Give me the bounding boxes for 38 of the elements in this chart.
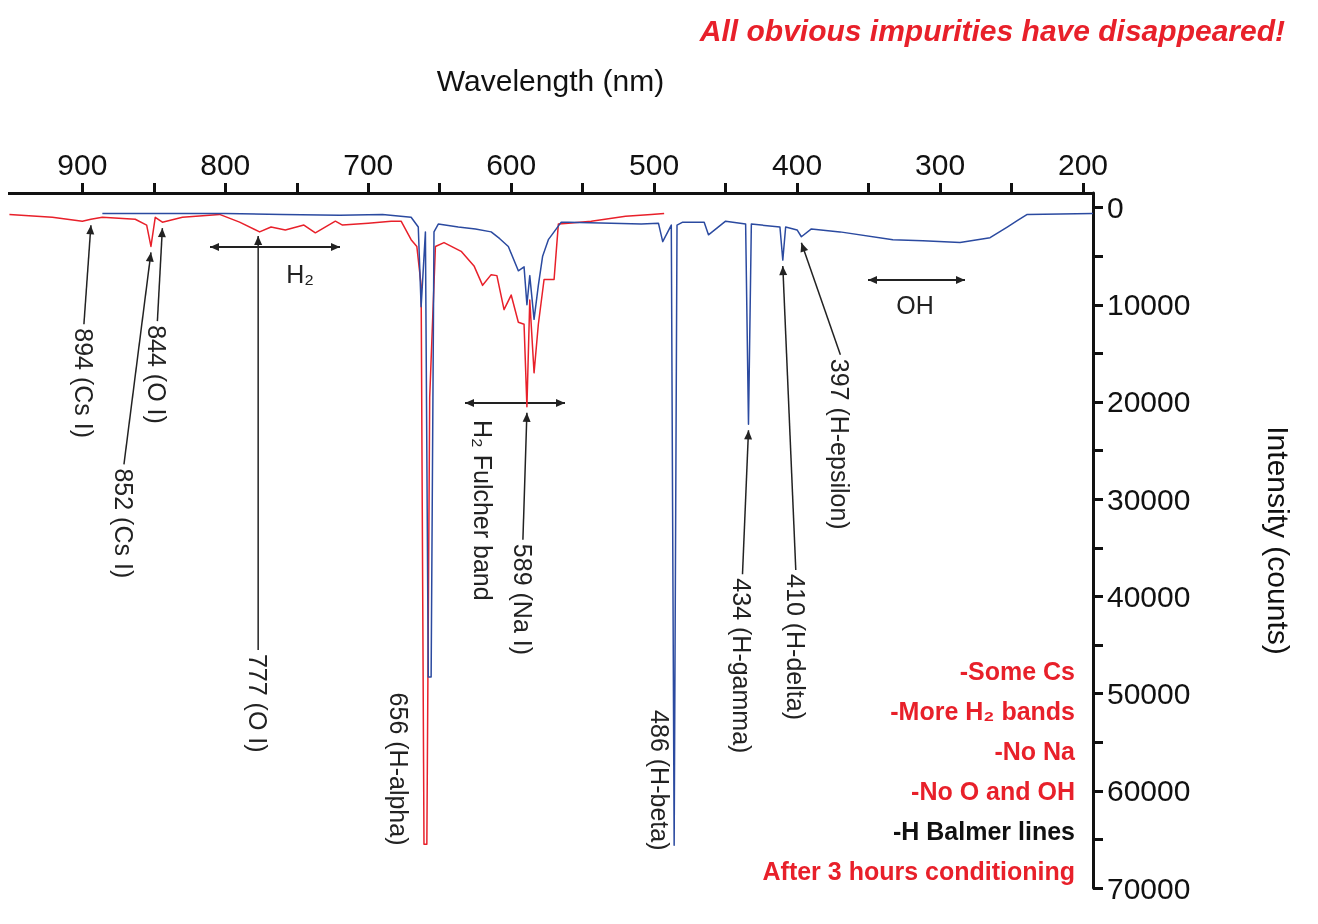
annotation: 486 (H-beta) xyxy=(646,710,675,851)
y-tick-label: 50000 xyxy=(1107,677,1191,711)
annotation: -No O and OH xyxy=(911,776,1076,805)
annotation: -No Na xyxy=(994,736,1077,765)
x-tick-label: 500 xyxy=(629,147,680,181)
y-tick-label: 60000 xyxy=(1107,774,1191,808)
x-tick-label: 300 xyxy=(915,147,966,181)
y-tick-label: 30000 xyxy=(1107,482,1191,516)
annotation: 434 (H-gamma) xyxy=(728,578,757,754)
annotation: -More H₂ bands xyxy=(890,696,1076,725)
y-tick-label: 0 xyxy=(1107,191,1124,225)
y-tick-label: 70000 xyxy=(1107,871,1191,905)
y-tick-label: 20000 xyxy=(1107,385,1191,419)
y-tick-label: 40000 xyxy=(1107,579,1191,613)
x-tick-label: 800 xyxy=(200,147,251,181)
x-tick-label: 400 xyxy=(772,147,823,181)
annotation: 410 (H-delta) xyxy=(781,574,810,720)
annotation: H₂ xyxy=(286,259,314,288)
x-tick-label: 600 xyxy=(486,147,537,181)
x-axis-title: Wavelength (nm) xyxy=(436,63,665,97)
annotation: H₂ Fulcher band xyxy=(469,420,497,601)
annotation: 844 (O I) xyxy=(143,325,172,424)
annotation: 656 (H-alpha) xyxy=(385,692,414,846)
annotation: 852 (Cs I) xyxy=(109,468,138,579)
y-tick-label: 10000 xyxy=(1107,288,1191,322)
x-tick-label: 200 xyxy=(1057,147,1109,181)
annotation: 777 (O I) xyxy=(244,653,273,753)
annotation: OH xyxy=(896,290,934,319)
x-tick-label: 700 xyxy=(343,147,394,181)
y-axis-title: Intensity (counts) xyxy=(1261,426,1295,655)
chart-title: All obvious impurities have disappeared! xyxy=(698,13,1286,47)
annotation: 589 (Na I) xyxy=(508,543,537,656)
annotation: 397 (H-epsilon) xyxy=(826,358,855,530)
x-tick-label: 900 xyxy=(57,147,108,181)
annotation: After 3 hours conditioning xyxy=(762,856,1076,885)
annotation: -H Balmer lines xyxy=(892,816,1076,845)
annotation: -Some Cs xyxy=(959,656,1075,685)
annotation: 894 (Cs I) xyxy=(69,328,98,439)
